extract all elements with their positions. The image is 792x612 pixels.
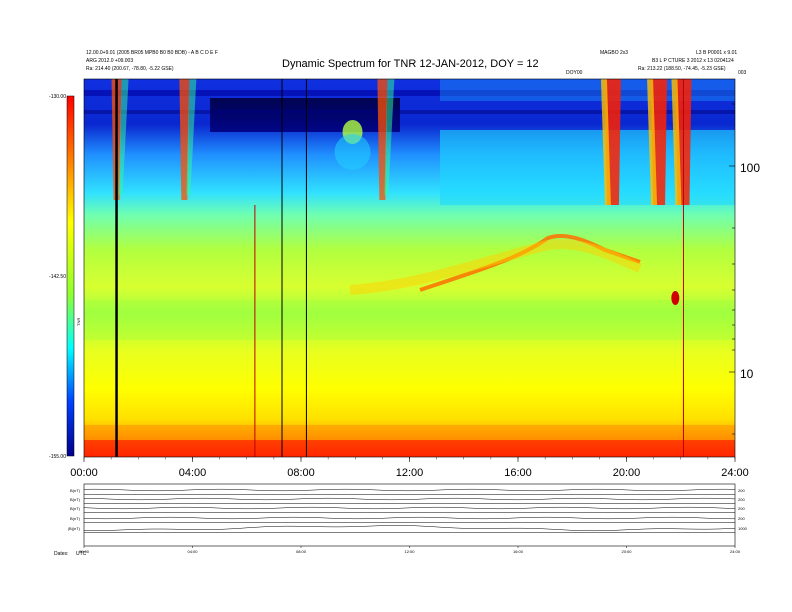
- header-right-bottom: Ra: 213.22 (188.50, -74.45, -5.23 GSE): [638, 66, 726, 72]
- header-left-line-3: Ra: 214.40 (200.67, -78.80, -5.22 GSE): [86, 66, 174, 72]
- panel-x-tick-6: 24:00: [730, 549, 741, 554]
- panel-trace-3: [83, 516, 736, 520]
- dark-band: [210, 98, 400, 132]
- panel-label-4: |B|(nT): [68, 526, 81, 531]
- panel-trace-4: [83, 525, 736, 532]
- panel-label-2: B(nT): [70, 506, 81, 511]
- x-tick-label-2: 08:00: [287, 467, 315, 479]
- header-left-line-2: ARG 2012.0 +09.003: [86, 58, 134, 64]
- burst-4: [600, 79, 621, 205]
- panel-trace-1: [83, 497, 736, 501]
- panel-scale-0: 200: [738, 488, 745, 493]
- panel-x-tick-1: 04:00: [187, 549, 198, 554]
- burst-5: [647, 79, 668, 205]
- panel-scale-2: 200: [738, 506, 745, 511]
- header-right-top-1: MAGBO 2x3: [600, 50, 629, 56]
- y-tick-10: 10: [740, 367, 754, 381]
- panel-scale-4: 1000: [738, 526, 748, 531]
- x-tick-label-0: 00:00: [70, 467, 98, 479]
- right-axis: [729, 103, 735, 435]
- panel-scale-3: 200: [738, 516, 745, 521]
- storm-1: [179, 79, 197, 200]
- colorbar: [66, 95, 75, 457]
- hot-spot: [671, 291, 680, 305]
- x-tick-label-3: 12:00: [396, 467, 424, 479]
- header-left-line-1: 12.00.0+9.01 (2005 BR05 MPB0 B0 B0 BDB) …: [86, 50, 218, 56]
- panel-label-0: B(nT): [70, 488, 81, 493]
- lower-panels-frame: [83, 483, 736, 547]
- spectrogram: [84, 79, 735, 457]
- x-tick-label-6: 24:00: [721, 467, 749, 479]
- storm-3: [377, 79, 395, 200]
- panel-x-tick-2: 08:00: [296, 549, 307, 554]
- colorbar-tick-bottom: -155.00: [49, 454, 66, 460]
- colorbar-tick-top: -130.00: [49, 94, 66, 100]
- header-right-mid: B3 L P CTURE 3 2012 x 13 0204124: [652, 58, 734, 64]
- panel-trace-2: [83, 506, 736, 510]
- panel-scale-1: 200: [738, 497, 745, 502]
- x-tick-label-5: 20:00: [613, 467, 641, 479]
- header-right-top-2: L3 B P0001 x 9.01: [696, 50, 738, 56]
- panel-trace-0: [83, 488, 736, 492]
- panel-label-1: B(nT): [70, 497, 81, 502]
- panel-x-tick-4: 16:00: [513, 549, 524, 554]
- panel-x-tick-0: 00:00: [79, 549, 90, 554]
- x-tick-label-1: 04:00: [179, 467, 207, 479]
- header-small-right: 003: [738, 70, 747, 76]
- y-tick-100: 100: [740, 161, 760, 175]
- panel-x-tick-5: 20:00: [621, 549, 632, 554]
- colorbar-label: TNR: [76, 318, 81, 326]
- footer-label: Dates:: [54, 551, 69, 557]
- chart-title: Dynamic Spectrum for TNR 12-JAN-2012, DO…: [282, 58, 539, 70]
- footer-value: UTC: [76, 551, 87, 557]
- panel-x-tick-3: 12:00: [404, 549, 415, 554]
- panel-label-3: B(nT): [70, 516, 81, 521]
- x-tick-label-4: 16:00: [504, 467, 532, 479]
- rising-emission: [419, 233, 641, 292]
- header-small-mid: DOY00: [566, 70, 583, 76]
- lower-panels: B(nT) 200 B(nT) 200 B(nT) 200 B(nT) 200 |B|(nT) 1…: [68, 488, 748, 554]
- colorbar-tick-mid: -142.50: [49, 274, 66, 280]
- x-axis: 00:00 04:00 08:00 12:00 16:00 20:00 24:00: [70, 457, 749, 479]
